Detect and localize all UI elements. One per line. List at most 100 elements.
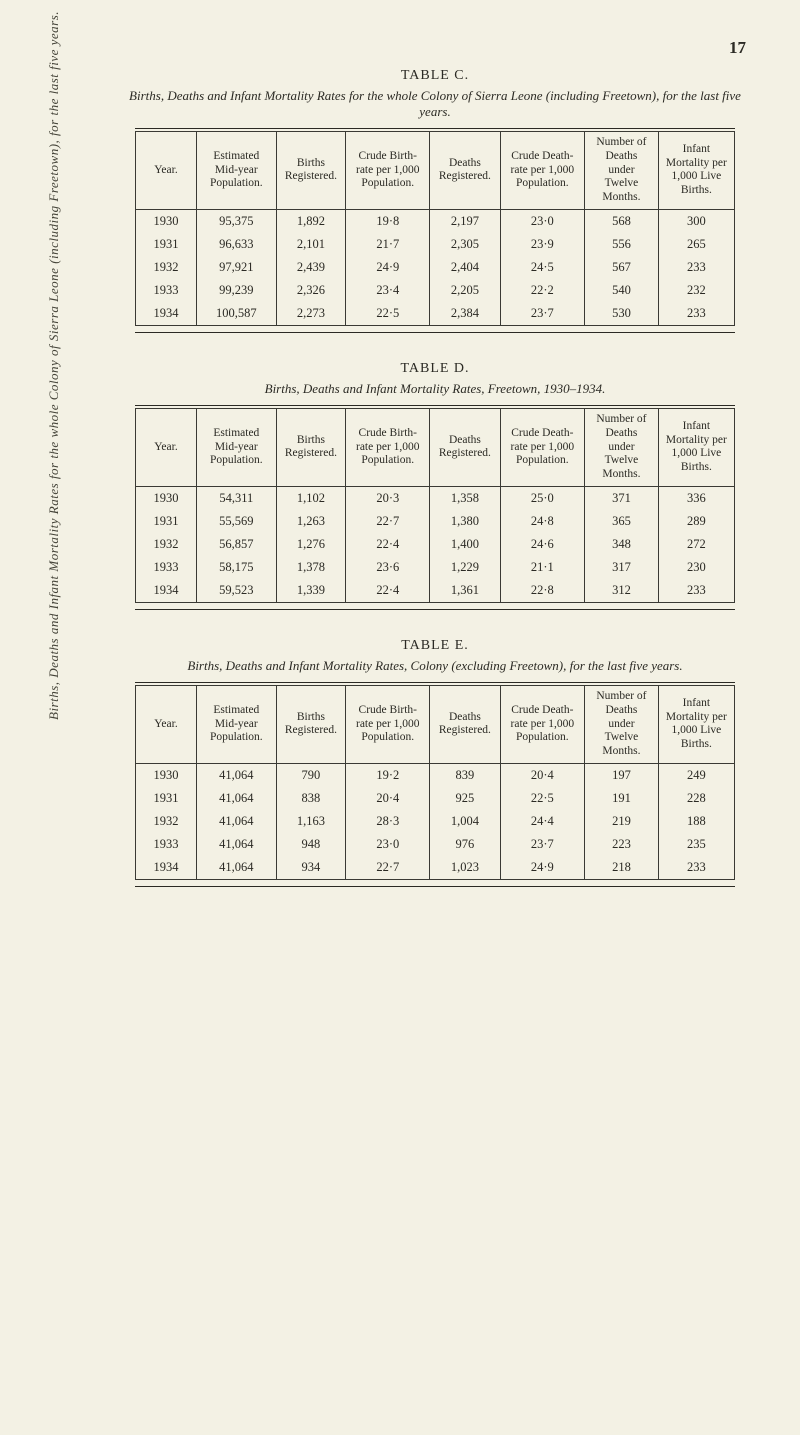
cell-value: 24·5 [500, 256, 585, 279]
cell-value: 2,305 [430, 233, 500, 256]
cell-value: 233 [658, 579, 734, 603]
cell-year: 1930 [136, 209, 197, 233]
cell-value: 22·5 [346, 302, 430, 326]
table-row: 193054,3111,10220·31,35825·0371336 [136, 486, 735, 510]
cell-value: 22·4 [346, 533, 430, 556]
col-death-rate: Crude Death-rate per 1,000 Population. [500, 132, 585, 210]
page: 17 Births, Deaths and Infant Mortality R… [0, 0, 800, 1435]
cell-value: 2,384 [430, 302, 500, 326]
page-number: 17 [729, 38, 746, 58]
cell-value: 191 [585, 787, 659, 810]
cell-value: 839 [430, 763, 500, 787]
cell-value: 265 [658, 233, 734, 256]
table-row: 193141,06483820·492522·5191228 [136, 787, 735, 810]
table-row: 193399,2392,32623·42,20522·2540232 [136, 279, 735, 302]
cell-value: 56,857 [197, 533, 277, 556]
cell-value: 97,921 [197, 256, 277, 279]
cell-value: 1,004 [430, 810, 500, 833]
cell-value: 1,361 [430, 579, 500, 603]
cell-value: 2,273 [276, 302, 346, 326]
cell-value: 41,064 [197, 833, 277, 856]
cell-year: 1931 [136, 510, 197, 533]
cell-year: 1933 [136, 833, 197, 856]
table-c: Year. Estimated Mid-year Population. Bir… [135, 131, 735, 326]
rule [135, 886, 735, 887]
cell-value: 2,439 [276, 256, 346, 279]
rule [135, 682, 735, 683]
cell-value: 59,523 [197, 579, 277, 603]
cell-value: 348 [585, 533, 659, 556]
cell-value: 58,175 [197, 556, 277, 579]
cell-value: 22·4 [346, 579, 430, 603]
table-c-body: 193095,3751,89219·82,19723·0568300193196… [136, 209, 735, 325]
table-row: 193095,3751,89219·82,19723·0568300 [136, 209, 735, 233]
table-e-subtitle: Births, Deaths and Infant Mortality Rate… [120, 658, 750, 674]
cell-value: 976 [430, 833, 500, 856]
cell-value: 934 [276, 856, 346, 880]
cell-value: 2,326 [276, 279, 346, 302]
cell-value: 1,229 [430, 556, 500, 579]
col-population: Estimated Mid-year Population. [197, 408, 277, 486]
col-births: Births Registered. [276, 685, 346, 763]
cell-value: 188 [658, 810, 734, 833]
cell-year: 1930 [136, 486, 197, 510]
col-population: Estimated Mid-year Population. [197, 132, 277, 210]
cell-value: 22·2 [500, 279, 585, 302]
cell-value: 312 [585, 579, 659, 603]
col-deaths: Deaths Registered. [430, 408, 500, 486]
cell-value: 1,358 [430, 486, 500, 510]
table-d: Year. Estimated Mid-year Population. Bir… [135, 408, 735, 603]
cell-value: 1,339 [276, 579, 346, 603]
table-d-caption: TABLE D. [120, 361, 750, 377]
cell-value: 925 [430, 787, 500, 810]
cell-year: 1934 [136, 856, 197, 880]
cell-value: 23·6 [346, 556, 430, 579]
cell-value: 22·5 [500, 787, 585, 810]
cell-value: 336 [658, 486, 734, 510]
table-e-body: 193041,06479019·283920·4197249193141,064… [136, 763, 735, 879]
col-birth-rate: Crude Birth-rate per 1,000 Population. [346, 408, 430, 486]
cell-value: 272 [658, 533, 734, 556]
cell-value: 23·7 [500, 833, 585, 856]
cell-value: 2,404 [430, 256, 500, 279]
cell-value: 23·9 [500, 233, 585, 256]
cell-value: 230 [658, 556, 734, 579]
cell-value: 24·9 [500, 856, 585, 880]
table-row: 193297,9212,43924·92,40424·5567233 [136, 256, 735, 279]
cell-value: 300 [658, 209, 734, 233]
cell-value: 1,380 [430, 510, 500, 533]
cell-value: 41,064 [197, 856, 277, 880]
col-infant-deaths: Number of Deaths under Twelve Months. [585, 408, 659, 486]
cell-value: 567 [585, 256, 659, 279]
cell-value: 223 [585, 833, 659, 856]
cell-value: 2,197 [430, 209, 500, 233]
col-year: Year. [136, 408, 197, 486]
cell-value: 233 [658, 856, 734, 880]
cell-value: 948 [276, 833, 346, 856]
cell-value: 790 [276, 763, 346, 787]
cell-value: 23·7 [500, 302, 585, 326]
cell-year: 1933 [136, 556, 197, 579]
cell-value: 1,378 [276, 556, 346, 579]
rule [135, 332, 735, 333]
col-deaths: Deaths Registered. [430, 685, 500, 763]
rule [135, 405, 735, 406]
table-e: Year. Estimated Mid-year Population. Bir… [135, 685, 735, 880]
cell-value: 1,263 [276, 510, 346, 533]
table-e-caption: TABLE E. [120, 638, 750, 654]
cell-value: 233 [658, 256, 734, 279]
side-rotated-caption: Births, Deaths and Infant Mortality Rate… [46, 11, 62, 720]
col-infant-deaths: Number of Deaths under Twelve Months. [585, 132, 659, 210]
cell-value: 24·9 [346, 256, 430, 279]
cell-value: 23·0 [346, 833, 430, 856]
cell-value: 28·3 [346, 810, 430, 833]
table-row: 193341,06494823·097623·7223235 [136, 833, 735, 856]
col-births: Births Registered. [276, 132, 346, 210]
cell-year: 1934 [136, 302, 197, 326]
cell-value: 540 [585, 279, 659, 302]
cell-value: 100,587 [197, 302, 277, 326]
cell-value: 1,023 [430, 856, 500, 880]
cell-value: 19·2 [346, 763, 430, 787]
rule [135, 128, 735, 129]
table-header-row: Year. Estimated Mid-year Population. Bir… [136, 132, 735, 210]
